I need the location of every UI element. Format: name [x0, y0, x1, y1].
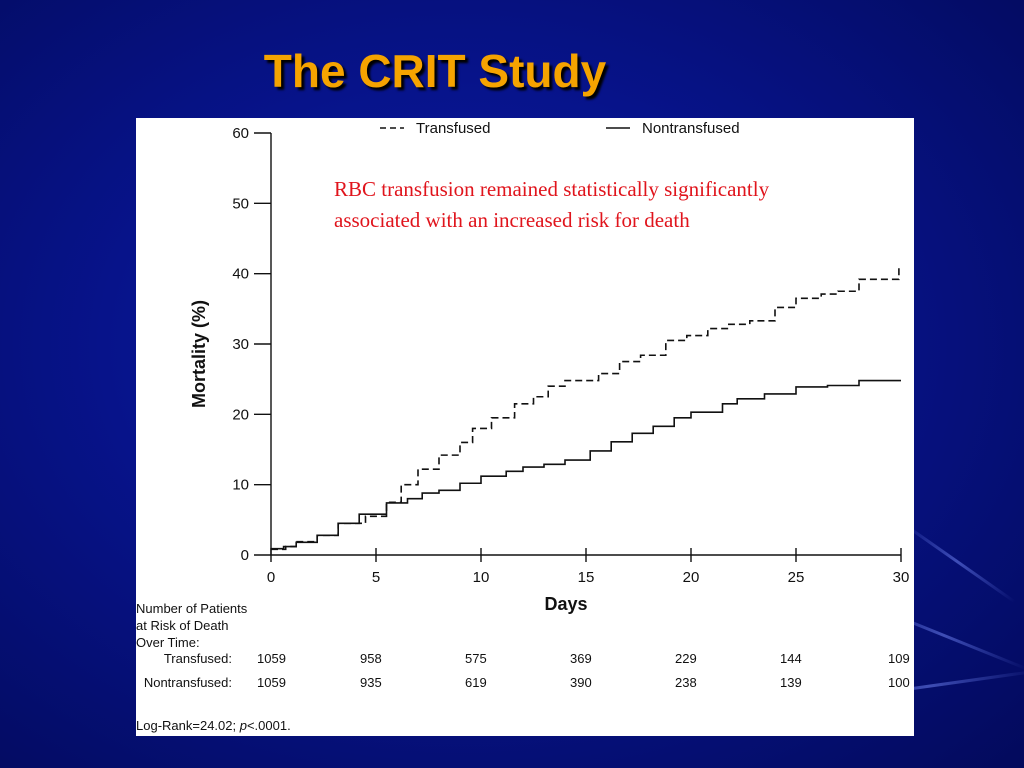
at-risk-header-line: Over Time:	[136, 635, 200, 650]
at-risk-row-label: Nontransfused:	[143, 675, 232, 690]
y-tick-label: 60	[232, 125, 249, 142]
at-risk-cell: 229	[675, 651, 697, 666]
at-risk-cell: 139	[780, 675, 802, 690]
at-risk-cell: 1059	[257, 675, 286, 690]
series-line-transfused	[271, 265, 901, 551]
background-streak	[899, 520, 1016, 604]
at-risk-cell: 575	[465, 651, 487, 666]
footnote-p: p	[239, 718, 247, 733]
log-rank-footnote: Log-Rank=24.02; p<.0001.	[136, 718, 291, 733]
series-line-nontransfused	[271, 379, 901, 550]
at-risk-cell: 390	[570, 675, 592, 690]
at-risk-cell: 935	[360, 675, 382, 690]
x-tick-label: 5	[372, 569, 380, 586]
y-tick-label: 50	[232, 195, 249, 212]
annotation-line: RBC transfusion remained statistically s…	[334, 177, 770, 201]
legend-label: Transfused	[416, 120, 490, 137]
at-risk-cell: 144	[780, 651, 802, 666]
footnote-prefix: Log-Rank=24.02;	[136, 718, 240, 733]
at-risk-cell: 109	[888, 651, 910, 666]
kaplan-meier-chart: 0 5 10 15 20 25 30 0 10 20 30 40 50 60 Days Mortality (…	[189, 120, 910, 614]
at-risk-row: Transfused: 1059 958 575 369 229 144 109	[136, 651, 914, 669]
annotation-line: associated with an increased risk for de…	[334, 208, 690, 232]
footnote-suffix: <.0001.	[246, 718, 291, 733]
y-tick-label: 10	[232, 477, 249, 494]
x-tick-label: 30	[893, 569, 910, 586]
x-tick-label: 10	[473, 569, 490, 586]
x-tick-label: 20	[683, 569, 700, 586]
slide-title: The CRIT Study	[263, 45, 607, 97]
at-risk-cell: 958	[360, 651, 382, 666]
at-risk-cell: 238	[675, 675, 697, 690]
y-tick-label: 40	[232, 266, 249, 283]
chart-annotation: RBC transfusion remained statistically s…	[334, 174, 934, 236]
at-risk-header-line: Number of Patients	[136, 601, 248, 616]
at-risk-cell: 100	[888, 675, 910, 690]
at-risk-row-label: Transfused:	[163, 651, 232, 666]
x-tick-label: 0	[267, 569, 275, 586]
at-risk-cell: 619	[465, 675, 487, 690]
legend-label: Nontransfused	[642, 120, 740, 137]
at-risk-cell: 1059	[257, 651, 286, 666]
chart-panel: 0 5 10 15 20 25 30 0 10 20 30 40 50 60 Days Mortality (…	[136, 118, 914, 736]
at-risk-header-line: at Risk of Death	[136, 618, 229, 633]
y-tick-label: 20	[232, 406, 249, 423]
x-tick-label: 15	[578, 569, 595, 586]
y-tick-label: 30	[232, 336, 249, 353]
y-tick-label: 0	[241, 547, 249, 564]
x-tick-label: 25	[788, 569, 805, 586]
y-axis-title: Mortality (%)	[189, 300, 209, 408]
at-risk-row: Nontransfused: 1059 935 619 390 238 139 100	[136, 675, 914, 693]
at-risk-header: Number of Patients at Risk of Death Over…	[136, 600, 247, 651]
at-risk-cell: 369	[570, 651, 592, 666]
x-axis-title: Days	[544, 594, 587, 614]
